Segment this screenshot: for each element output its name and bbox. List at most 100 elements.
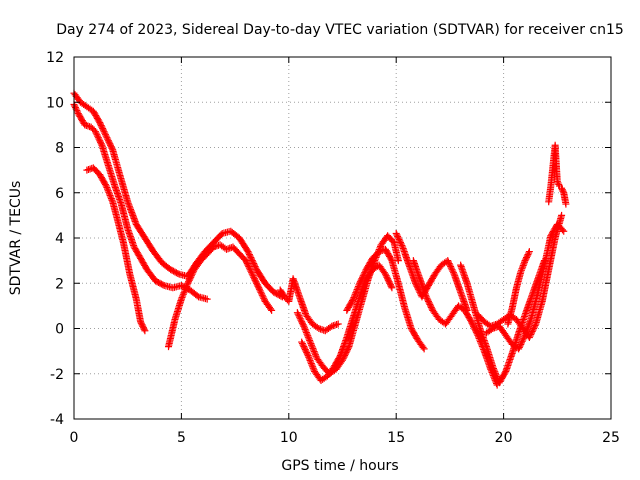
data-point-interp: [359, 272, 367, 280]
data-point-interp: [528, 329, 536, 337]
data-point: [420, 345, 428, 353]
series-track-k: [457, 257, 548, 387]
data-point-interp: [100, 128, 108, 136]
data-point-interp: [243, 260, 251, 268]
data-point-interp: [527, 331, 535, 339]
data-point-interp: [246, 252, 254, 260]
data-point-interp: [383, 273, 391, 281]
data-point-interp: [181, 286, 189, 294]
data-point: [560, 227, 568, 235]
data-point: [489, 363, 497, 371]
data-point-interp: [71, 102, 79, 110]
data-point-interp: [352, 287, 360, 295]
data-point-interp: [107, 141, 115, 149]
data-point: [137, 318, 145, 326]
data-point-interp: [257, 288, 265, 296]
axis-ticks: 0 5 10 15 20 25 -4 -2 0 2 4 6 8 10 12: [46, 50, 620, 446]
data-point-interp: [108, 196, 116, 204]
data-point-interp: [396, 237, 404, 245]
data-point: [244, 248, 252, 256]
data-point-interp: [469, 321, 477, 329]
data-point-interp: [179, 292, 187, 300]
data-point-interp: [554, 179, 562, 187]
data-point-interp: [300, 343, 308, 351]
data-point-interp: [267, 305, 275, 313]
data-point: [141, 327, 149, 335]
data-point-interp: [311, 349, 319, 357]
data-point-interp: [185, 278, 193, 286]
data-point-interp: [189, 269, 197, 277]
y-tick-label: 4: [55, 231, 64, 247]
data-point-interp: [558, 186, 566, 194]
series-track-e: [276, 275, 342, 335]
y-tick-label: 6: [55, 186, 64, 202]
data-point-interp: [531, 321, 539, 329]
x-tick-label: 0: [70, 430, 79, 446]
data-point-interp: [518, 339, 525, 347]
data-point-interp: [520, 334, 528, 342]
data-point: [242, 257, 250, 265]
data-point: [102, 182, 110, 190]
data-point-interp: [310, 348, 318, 356]
data-point-interp: [246, 266, 254, 274]
data-point-interp: [251, 263, 259, 271]
data-point-interp: [185, 276, 193, 284]
data-point-interp: [259, 293, 267, 301]
data-points: [70, 89, 570, 389]
data-point-interp: [517, 340, 525, 348]
data-point-interp: [309, 364, 317, 372]
data-point: [562, 200, 570, 208]
data-point: [268, 306, 276, 314]
data-point-interp: [183, 281, 191, 289]
y-tick-label: 12: [46, 50, 64, 66]
data-point-interp: [555, 180, 563, 188]
data-point-interp: [296, 315, 304, 323]
data-point-interp: [475, 334, 483, 342]
data-point-interp: [309, 363, 317, 371]
data-point-interp: [244, 261, 252, 269]
data-point-interp: [357, 276, 365, 284]
data-point-interp: [183, 282, 191, 290]
data-point-interp: [446, 261, 454, 269]
data-point-interp: [258, 290, 266, 298]
data-point: [349, 295, 357, 303]
data-point-interp: [426, 300, 434, 308]
data-point-interp: [94, 132, 102, 140]
data-point-interp: [311, 351, 319, 359]
data-point-interp: [355, 281, 363, 289]
data-point-interp: [106, 191, 114, 199]
y-tick-label: 8: [55, 141, 64, 157]
data-point-interp: [516, 342, 524, 350]
data-point-interp: [73, 107, 81, 115]
data-point-interp: [359, 273, 367, 281]
data-point-interp: [386, 279, 394, 287]
data-point-interp: [295, 312, 303, 320]
data-point-interp: [245, 263, 253, 271]
data-point: [334, 320, 342, 328]
data-point-interp: [102, 131, 110, 139]
x-tick-label: 15: [387, 430, 405, 446]
data-point-interp: [313, 323, 321, 331]
data-point-interp: [490, 366, 498, 374]
data-point-interp: [299, 321, 307, 329]
data-point-interp: [449, 269, 457, 277]
data-point-interp: [301, 346, 309, 354]
data-point-interp: [448, 266, 456, 274]
data-point: [517, 268, 525, 276]
data-point-interp: [96, 120, 104, 128]
data-point-interp: [307, 358, 315, 366]
data-point-interp: [358, 275, 366, 283]
data-point-interp: [303, 349, 311, 357]
data-point-interp: [106, 140, 114, 148]
data-point-interp: [444, 258, 452, 266]
data-point-interp: [139, 324, 147, 332]
data-point-interp: [107, 195, 115, 203]
data-point-interp: [423, 294, 431, 302]
series-track-g: [298, 261, 396, 385]
data-point-interp: [159, 281, 167, 289]
data-point-interp: [98, 123, 106, 131]
data-point-interp: [559, 187, 567, 195]
data-point-interp: [245, 249, 253, 257]
